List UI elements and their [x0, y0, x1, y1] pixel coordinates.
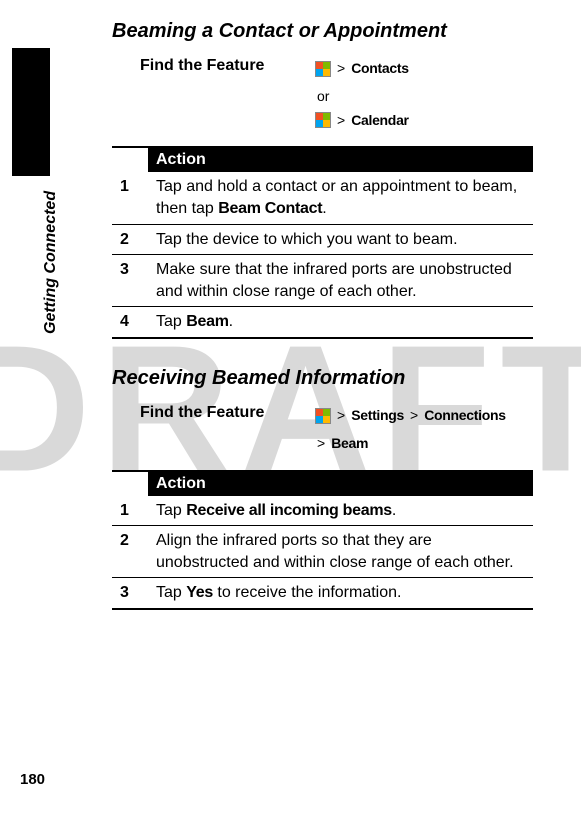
breadcrumb-separator: >: [410, 404, 418, 428]
step-number: 3: [112, 255, 148, 307]
path-calendar: Calendar: [351, 109, 409, 133]
table-header-blank: [112, 147, 148, 172]
windows-icon: [315, 112, 331, 128]
table-header-action: Action: [148, 471, 533, 496]
table-row: 1Tap Receive all incoming beams.: [112, 496, 533, 526]
windows-icon: [315, 61, 331, 77]
step-number: 3: [112, 578, 148, 609]
find-feature-1: Find the Feature > Contacts or > Calenda…: [140, 57, 533, 136]
step-text: Tap the device to which you want to beam…: [148, 224, 533, 255]
step-number: 2: [112, 224, 148, 255]
step-number: 2: [112, 526, 148, 578]
step-bold-text: Beam Contact: [218, 200, 322, 217]
step-text: Tap and hold a contact or an appointment…: [148, 172, 533, 224]
breadcrumb-separator: >: [337, 57, 345, 81]
step-text: Make sure that the infrared ports are un…: [148, 255, 533, 307]
find-feature-label-2: Find the Feature: [140, 404, 315, 422]
feature-path-2: > Settings > Connections > Beam: [315, 404, 506, 460]
step-bold-text: Yes: [186, 584, 213, 601]
table-row: 4Tap Beam.: [112, 307, 533, 338]
breadcrumb-separator: >: [317, 432, 325, 456]
table-row: 2Tap the device to which you want to bea…: [112, 224, 533, 255]
page-number: 180: [20, 771, 45, 788]
step-text: Tap Beam.: [148, 307, 533, 338]
windows-icon: [315, 408, 331, 424]
path-beam: Beam: [331, 432, 368, 456]
table-header-blank: [112, 471, 148, 496]
breadcrumb-separator: >: [337, 404, 345, 428]
table-row: 3Make sure that the infrared ports are u…: [112, 255, 533, 307]
path-settings: Settings: [351, 404, 404, 428]
path-contacts: Contacts: [351, 57, 409, 81]
step-number: 4: [112, 307, 148, 338]
section-1-title: Beaming a Contact or Appointment: [112, 20, 533, 43]
step-number: 1: [112, 172, 148, 224]
feature-path-1: > Contacts or > Calendar: [315, 57, 409, 136]
table-header-action: Action: [148, 147, 533, 172]
page-content: Beaming a Contact or Appointment Find th…: [0, 0, 581, 610]
path-connections: Connections: [424, 404, 505, 428]
table-row: 3Tap Yes to receive the information.: [112, 578, 533, 609]
section-2-title: Receiving Beamed Information: [112, 367, 533, 390]
step-number: 1: [112, 496, 148, 526]
table-row: 2Align the infrared ports so that they a…: [112, 526, 533, 578]
table-row: 1Tap and hold a contact or an appointmen…: [112, 172, 533, 224]
step-bold-text: Receive all incoming beams: [186, 502, 392, 519]
find-feature-label-1: Find the Feature: [140, 57, 315, 75]
action-table-1: Action 1Tap and hold a contact or an app…: [112, 146, 533, 339]
step-text: Tap Receive all incoming beams.: [148, 496, 533, 526]
step-bold-text: Beam: [186, 313, 228, 330]
find-feature-2: Find the Feature > Settings > Connection…: [140, 404, 533, 460]
action-table-2: Action 1Tap Receive all incoming beams.2…: [112, 470, 533, 610]
step-text: Align the infrared ports so that they ar…: [148, 526, 533, 578]
breadcrumb-separator: >: [337, 109, 345, 133]
or-text: or: [317, 85, 409, 109]
step-text: Tap Yes to receive the information.: [148, 578, 533, 609]
